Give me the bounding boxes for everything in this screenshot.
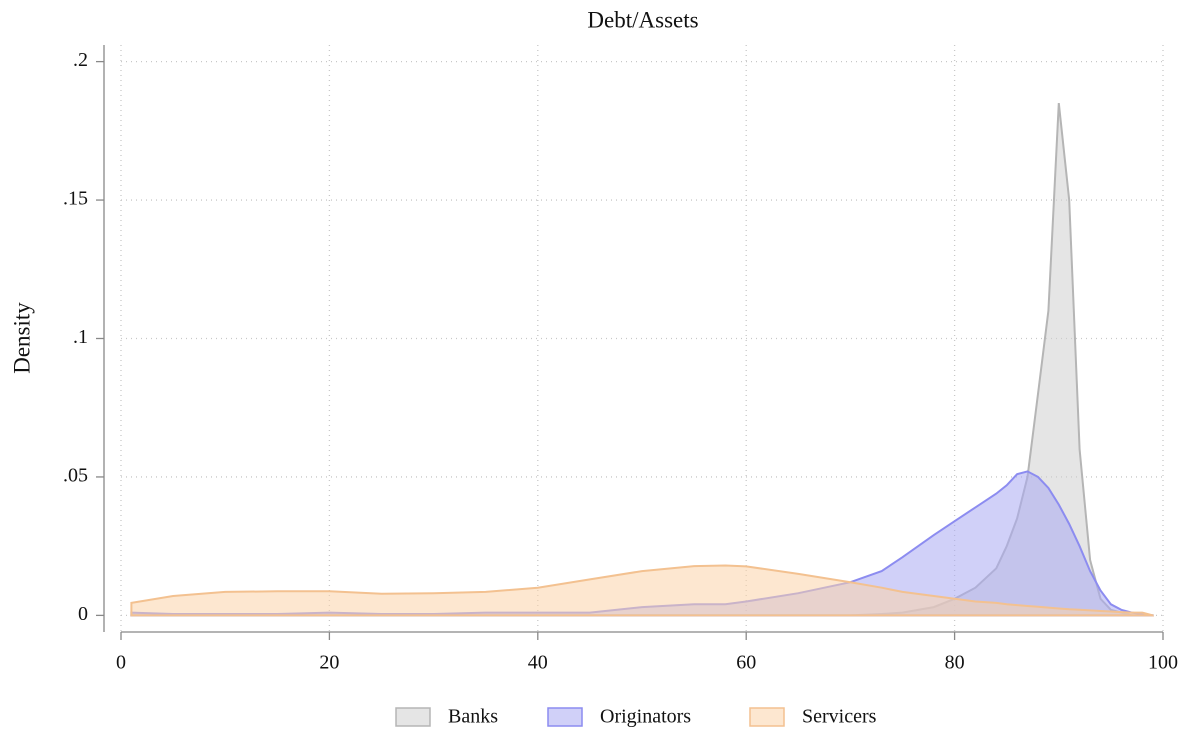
y-tick-label: .1 xyxy=(73,326,88,348)
x-tick-label: 0 xyxy=(116,652,126,674)
legend-swatch xyxy=(395,707,431,727)
x-tick-label: 40 xyxy=(528,652,548,674)
y-tick-label: 0 xyxy=(78,603,88,625)
x-tick-label: 100 xyxy=(1148,652,1178,674)
legend-label: Servicers xyxy=(802,706,877,728)
legend-label: Banks xyxy=(448,706,498,728)
chart-title: Debt/Assets xyxy=(587,7,698,32)
area xyxy=(130,564,1154,617)
x-tick-label: 80 xyxy=(945,652,965,674)
legend-swatch xyxy=(547,707,583,727)
y-tick-label: .2 xyxy=(73,49,88,71)
y-tick-label: .05 xyxy=(63,465,88,487)
y-tick-label: .15 xyxy=(63,188,88,210)
legend-label: Originators xyxy=(600,706,691,728)
x-tick-label: 20 xyxy=(319,652,339,674)
x-tick-label: 60 xyxy=(736,652,756,674)
y-axis-label: Density xyxy=(9,302,34,374)
legend-swatch xyxy=(749,707,785,727)
